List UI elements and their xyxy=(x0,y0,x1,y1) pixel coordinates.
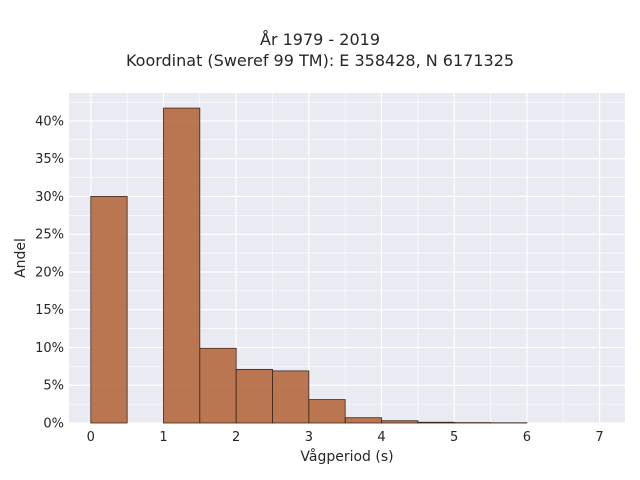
chart-title: År 1979 - 2019 xyxy=(260,30,380,49)
y-tick-label: 20% xyxy=(35,265,64,280)
y-tick-label: 5% xyxy=(43,379,64,394)
y-tick-label: 15% xyxy=(35,303,64,318)
histogram-bar xyxy=(199,347,237,424)
y-tick-label: 0% xyxy=(43,417,64,432)
histogram-bar xyxy=(344,417,382,424)
x-tick-label: 6 xyxy=(523,430,531,445)
chart-subtitle: Koordinat (Sweref 99 TM): E 358428, N 61… xyxy=(125,51,515,70)
y-tick-label: 35% xyxy=(35,152,64,167)
x-tick-label: 1 xyxy=(159,430,167,445)
x-tick-label: 3 xyxy=(305,430,313,445)
histogram-bar xyxy=(163,107,201,424)
x-tick-label: 0 xyxy=(87,430,95,445)
x-tick-label: 4 xyxy=(377,430,385,445)
histogram-bar xyxy=(381,420,419,424)
plot-area xyxy=(69,93,625,423)
histogram-bar xyxy=(272,370,310,424)
x-tick-label: 7 xyxy=(595,430,603,445)
y-axis-ticks: 0% 5% 10% 15% 20% 25% 30% 35% 40% xyxy=(35,114,64,431)
x-axis-label: Vågperiod (s) xyxy=(300,448,393,465)
x-tick-label: 5 xyxy=(450,430,458,445)
y-tick-label: 30% xyxy=(35,190,64,205)
histogram-bar xyxy=(308,399,346,424)
x-axis-ticks: 0 1 2 3 4 5 6 7 xyxy=(87,430,604,445)
histogram-bar xyxy=(235,368,273,424)
histogram-bar xyxy=(417,421,455,424)
histogram-bar xyxy=(90,196,128,424)
y-axis-label: Andel xyxy=(13,238,29,278)
x-tick-label: 2 xyxy=(232,430,240,445)
y-tick-label: 10% xyxy=(35,341,64,356)
y-tick-label: 25% xyxy=(35,228,64,243)
y-tick-label: 40% xyxy=(35,114,64,129)
bars-group xyxy=(90,107,528,424)
